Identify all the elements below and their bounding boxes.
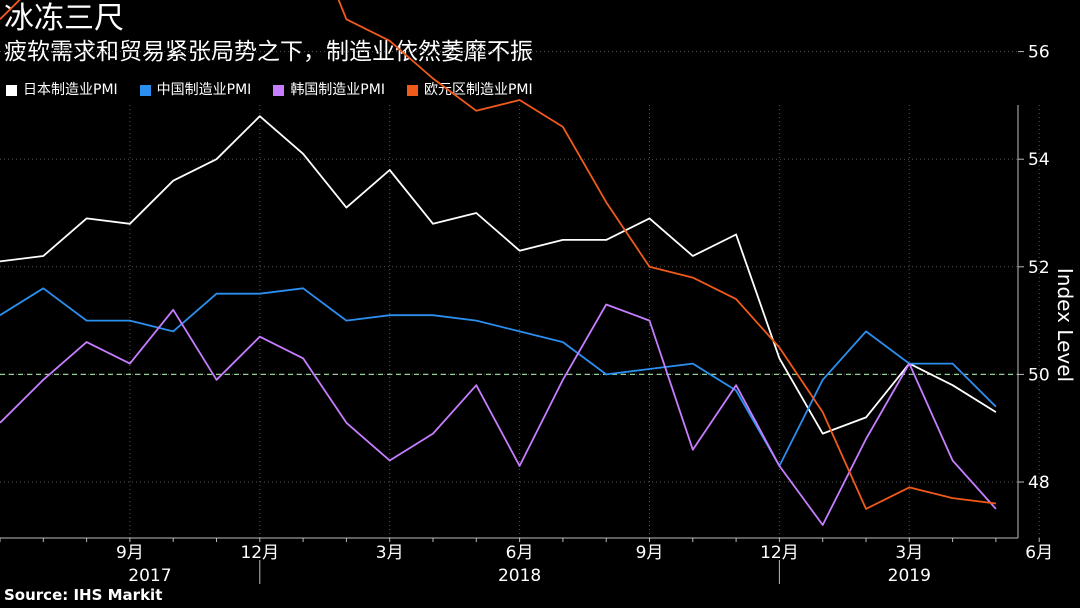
legend-item-korea: 韩国制造业PMI <box>273 80 385 100</box>
grid <box>0 51 1040 538</box>
chart-title: 冰冻三尺 <box>4 1 124 36</box>
x-tick-label: 9月 <box>636 543 664 563</box>
legend-swatch-japan <box>6 84 17 96</box>
y-tick-label: 56 <box>1028 43 1050 63</box>
legend-label-japan: 日本制造业PMI <box>23 82 118 98</box>
legend-item-eurozone: 欧元区制造业PMI <box>406 80 533 100</box>
legend-label-korea: 韩国制造业PMI <box>290 82 385 98</box>
legend-swatch-korea <box>273 84 285 96</box>
legend-label-eurozone: 欧元区制造业PMI <box>423 82 533 98</box>
x-tick-label: 12月 <box>240 543 279 563</box>
y-tick-label: 48 <box>1028 473 1050 493</box>
x-tick-label: 6月 <box>506 543 534 563</box>
axes: 48505254565860Index Level9月12月3月6月9月12月3… <box>0 43 1077 586</box>
legend-swatch-china <box>139 84 151 96</box>
legend-swatch-eurozone <box>406 84 418 96</box>
x-tick-label: 9月 <box>116 543 144 563</box>
y-tick-label: 52 <box>1028 258 1050 278</box>
year-label: 2018 <box>498 566 541 586</box>
legend: 日本制造业PMI 中国制造业PMI 韩国制造业PMI 欧元区制造业PMI <box>6 80 533 100</box>
year-label: 2017 <box>128 566 171 586</box>
legend-label-china: 中国制造业PMI <box>156 82 252 98</box>
year-label: 2019 <box>888 566 931 586</box>
series-line-china <box>0 287 997 467</box>
source-note: Source: IHS Markit <box>4 586 163 604</box>
x-tick-label: 12月 <box>760 543 799 563</box>
legend-item-japan: 日本制造业PMI <box>6 80 118 100</box>
series-line-korea <box>0 303 997 526</box>
series-lines <box>0 0 997 526</box>
legend-item-china: 中国制造业PMI <box>139 80 252 100</box>
series-line-eurozone <box>0 0 997 510</box>
x-tick-label: 3月 <box>895 543 923 563</box>
y-tick-label: 50 <box>1028 365 1050 385</box>
x-tick-label: 3月 <box>376 543 404 563</box>
y-axis-label: Index Level <box>1053 268 1077 382</box>
series-line-japan <box>0 115 997 435</box>
x-tick-label: 6月 <box>1025 543 1053 563</box>
y-tick-label: 54 <box>1028 150 1050 170</box>
